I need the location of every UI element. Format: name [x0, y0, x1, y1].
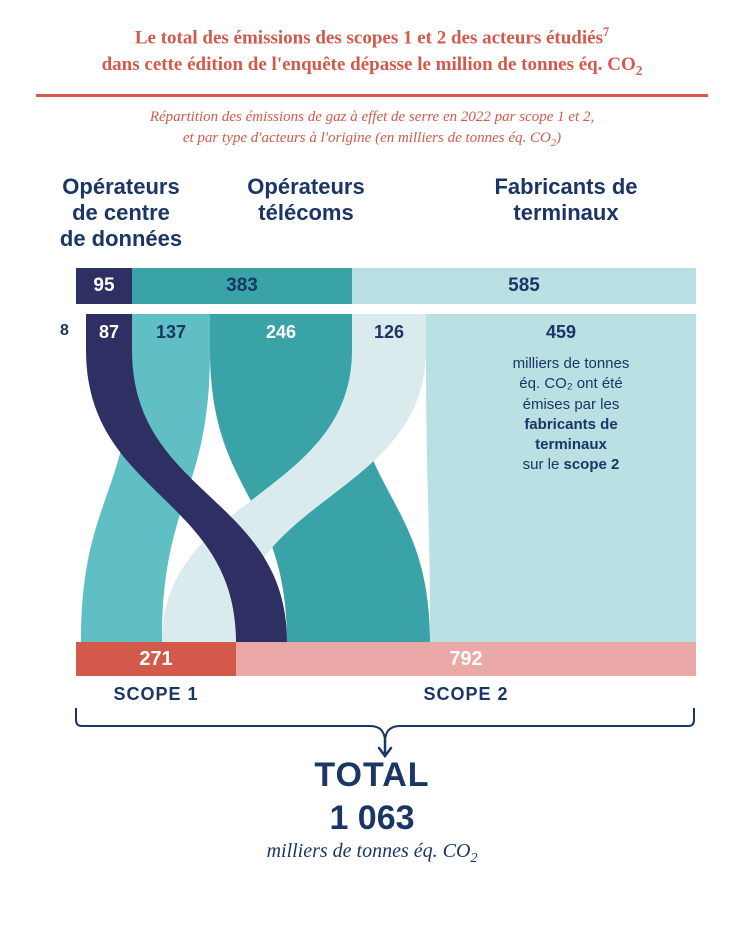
top-group-bar: 95 [76, 268, 132, 304]
flow-bar: 137 [132, 314, 210, 350]
total-block: TOTAL 1 063 milliers de tonnes éq. CO2 [36, 756, 708, 867]
subtitle-end: ) [556, 130, 561, 146]
flow-bar: 246 [210, 314, 352, 350]
subtitle-text: Répartition des émissions de gaz à effet… [150, 109, 594, 146]
category-label: Opérateursde centrede données [36, 174, 206, 252]
main-title: Le total des émissions des scopes 1 et 2… [36, 24, 708, 80]
bottom-scope-bar: 792 [236, 642, 696, 676]
total-value: 1 063 [36, 799, 708, 838]
title-line2: dans cette édition de l'enquête dépasse … [102, 54, 636, 75]
sankey-chart: Opérateursde centrede donnéesOpérateurst… [36, 174, 708, 714]
scope-label: SCOPE 2 [236, 684, 696, 705]
title-footnote: 7 [603, 25, 609, 39]
subtitle: Répartition des émissions de gaz à effet… [36, 107, 708, 152]
top-group-bar: 383 [132, 268, 352, 304]
title-sub: 2 [636, 63, 643, 78]
category-labels-row: Opérateursde centrede donnéesOpérateurst… [36, 174, 708, 264]
bracket-svg [70, 708, 700, 768]
flow-bar: 126 [352, 314, 426, 350]
scope-label: SCOPE 1 [76, 684, 236, 705]
title-divider [36, 94, 708, 97]
category-label: Fabricants determinaux [436, 174, 696, 226]
bottom-scope-bar: 271 [76, 642, 236, 676]
flow-bar: 87 [86, 314, 132, 350]
total-unit: milliers de tonnes éq. CO2 [36, 840, 708, 867]
top-group-bar: 585 [352, 268, 696, 304]
title-line1: Le total des émissions des scopes 1 et 2… [135, 27, 603, 48]
category-label: Opérateurstélécoms [206, 174, 406, 226]
flow-bar: 459 [426, 314, 696, 350]
small-left-value: 8 [60, 322, 69, 340]
annotation-callout: milliers de tonneséq. CO₂ ont étéémises … [466, 354, 676, 476]
